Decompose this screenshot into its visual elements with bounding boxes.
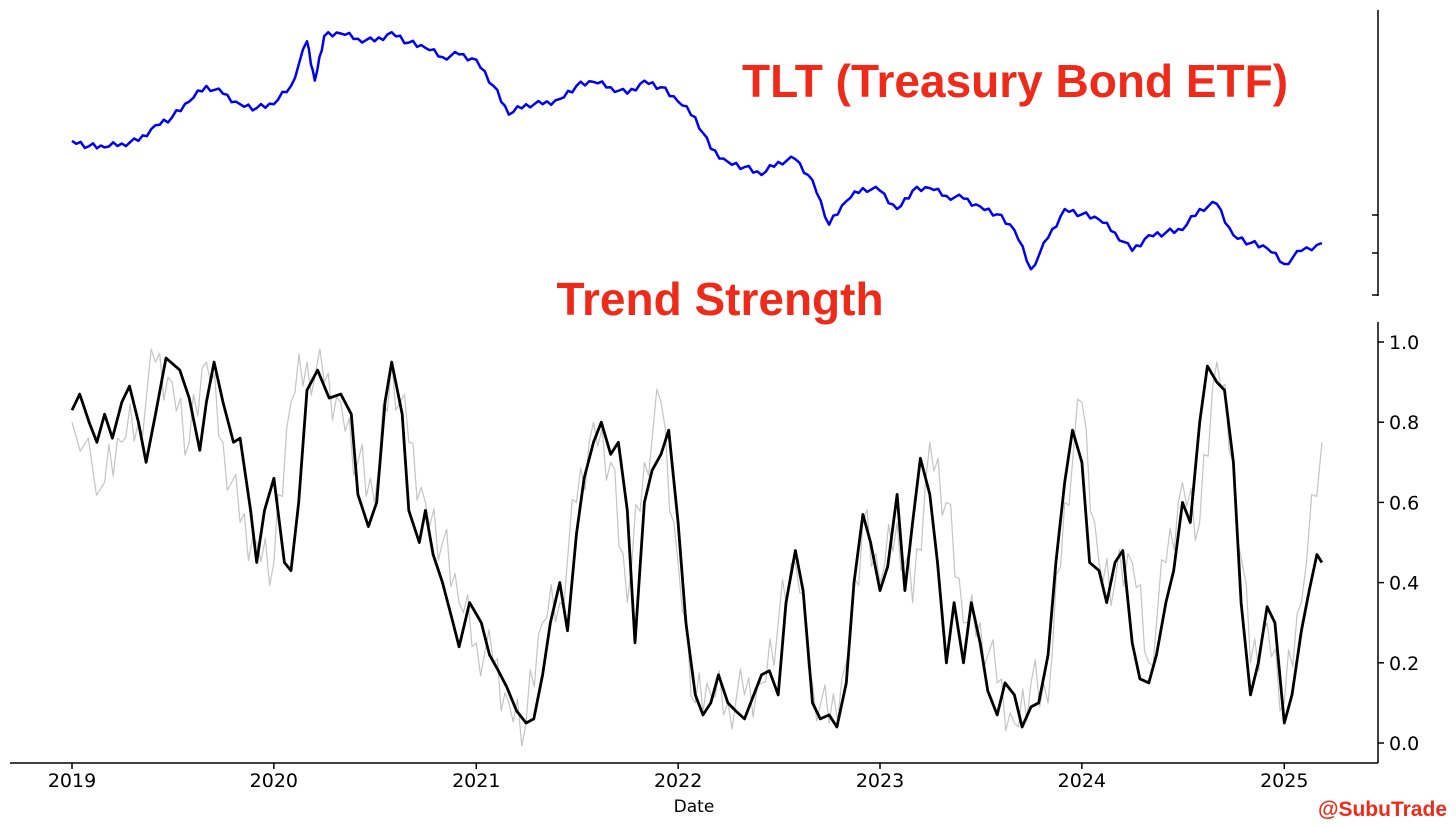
y-tick-label: 0.2 [1389, 653, 1419, 675]
trend-smoothed-line [70, 356, 1324, 729]
x-axis-label: Date [674, 797, 715, 817]
tlt-title: TLT (Treasury Bond ETF) [742, 55, 1288, 107]
y-tick-label: 0.4 [1389, 573, 1419, 595]
y-tick-label: 0.8 [1389, 412, 1419, 434]
x-tick-label: 2019 [48, 770, 96, 792]
x-tick-label: 2021 [452, 770, 500, 792]
y-tick-label: 1.0 [1389, 332, 1419, 354]
trend-panel: Trend Strength 0.00.20.40.60.81.0 2019 20… [10, 273, 1419, 817]
x-tick-label: 2023 [856, 770, 904, 792]
x-tick-label: 2024 [1058, 770, 1106, 792]
x-tick-label: 2025 [1260, 770, 1308, 792]
x-tick-label: 2020 [250, 770, 298, 792]
y-ticks: 0.0 0.2 0.4 0.6 0.8 1.0 [1378, 332, 1419, 755]
tlt-price-line [71, 30, 1323, 271]
x-ticks: 2019 2020 2021 2022 2023 2024 2025 [48, 763, 1308, 792]
trend-title: Trend Strength [556, 273, 883, 325]
tlt-panel: TLT (Treasury Bond ETF) [71, 10, 1379, 296]
y-tick-label: 0.0 [1389, 733, 1419, 755]
x-tick-label: 2022 [654, 770, 702, 792]
watermark: @SubuTrade [1318, 798, 1447, 821]
y-tick-label: 0.6 [1389, 492, 1419, 514]
